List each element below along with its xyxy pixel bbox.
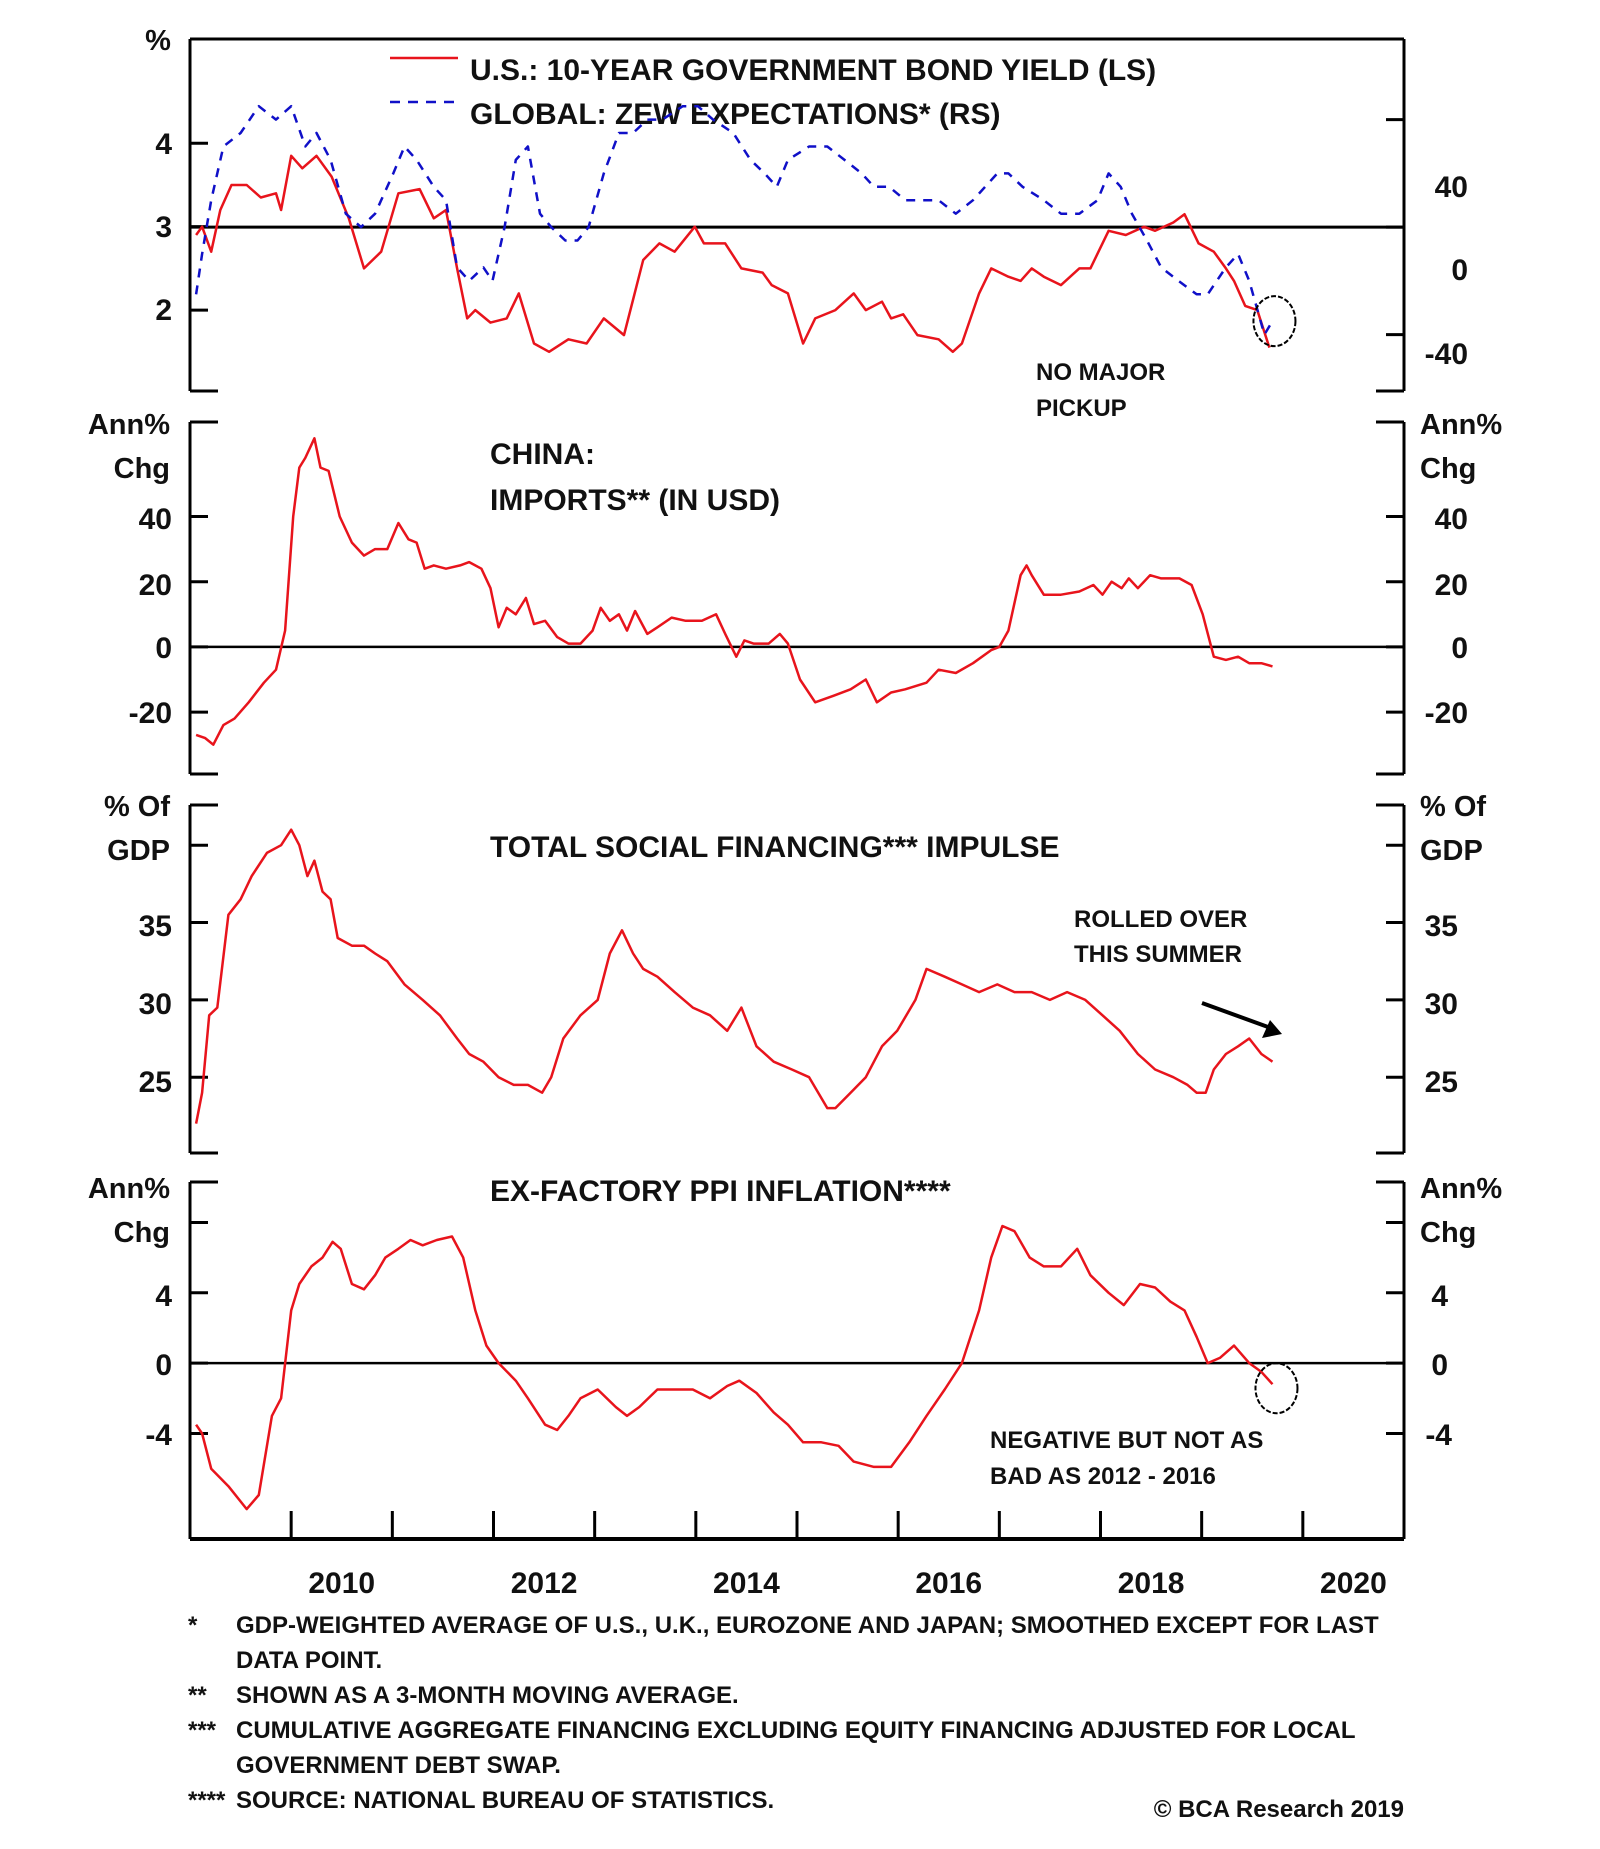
series-line-ppi-inflation bbox=[195, 1224, 1274, 1511]
copyright-credit: © BCA Research 2019 bbox=[1153, 1796, 1404, 1823]
footnote: *** CUMULATIVE AGGREGATE FINANCING EXCLUD… bbox=[188, 1713, 1428, 1783]
p3-annotation: ROLLED OVER bbox=[1074, 906, 1247, 933]
x-tick-label: 2012 bbox=[511, 1567, 578, 1600]
p1-right-tick-label: 40 bbox=[1435, 171, 1468, 204]
footnote-mark: * bbox=[188, 1612, 198, 1639]
p2-right-unit: Ann% bbox=[1420, 409, 1502, 441]
p3-left-tick-label: 25 bbox=[139, 1066, 172, 1099]
x-tick-label: 2018 bbox=[1118, 1567, 1185, 1600]
p4-left-tick-label: 0 bbox=[155, 1349, 172, 1382]
p4-right-tick-label: -4 bbox=[1425, 1419, 1452, 1452]
x-tick-label: 2016 bbox=[915, 1567, 982, 1600]
p4-title: EX-FACTORY PPI INFLATION**** bbox=[490, 1175, 951, 1208]
p3-right-tick-label: 30 bbox=[1425, 988, 1458, 1021]
p1-left-tick-label: 4 bbox=[155, 128, 172, 161]
p3-right-tick-label: 25 bbox=[1425, 1066, 1458, 1099]
p3-right-tick-label: 35 bbox=[1425, 910, 1458, 943]
footnote-text: GDP-WEIGHTED AVERAGE OF U.S., U.K., EURO… bbox=[236, 1612, 1379, 1674]
p2-left-tick-label: 0 bbox=[155, 632, 172, 665]
footnote-mark: *** bbox=[188, 1717, 217, 1744]
p2-left-unit: Chg bbox=[114, 453, 170, 485]
p4-right-unit: Ann% bbox=[1420, 1173, 1502, 1205]
p2-left-tick-label: 40 bbox=[139, 503, 172, 536]
footnote: * GDP-WEIGHTED AVERAGE OF U.S., U.K., EUR… bbox=[188, 1608, 1428, 1678]
legend-label-us-yield: U.S.: 10-YEAR GOVERNMENT BOND YIELD (LS) bbox=[470, 54, 1156, 87]
footnote-text: SOURCE: NATIONAL BUREAU OF STATISTICS. bbox=[236, 1787, 775, 1814]
footnote-mark: ** bbox=[188, 1682, 207, 1709]
p3-left-unit: GDP bbox=[107, 835, 170, 867]
p2-title: CHINA: bbox=[490, 438, 595, 471]
panel-tsf-impulse: % Of GDP % Of GDP TOTAL SOCIAL FINANCING… bbox=[104, 791, 1486, 1099]
p2-right-tick-label: 40 bbox=[1435, 503, 1468, 536]
series-line-china-imports bbox=[195, 437, 1273, 746]
p2-right-tick-label: 20 bbox=[1435, 569, 1468, 602]
footnote-text: CUMULATIVE AGGREGATE FINANCING EXCLUDING… bbox=[236, 1717, 1356, 1779]
series-line-us-yield-zew bbox=[195, 154, 1271, 354]
p4-right-unit: Chg bbox=[1420, 1217, 1476, 1249]
footnotes: * GDP-WEIGHTED AVERAGE OF U.S., U.K., EUR… bbox=[188, 1608, 1428, 1818]
p1-right-tick-label: 0 bbox=[1451, 254, 1468, 287]
panel-china-imports: Ann% Chg Ann% Chg CHINA: IMPORTS** (IN U… bbox=[88, 409, 1503, 730]
p4-annotation: BAD AS 2012 - 2016 bbox=[990, 1463, 1216, 1490]
p2-right-tick-label: -20 bbox=[1425, 697, 1468, 730]
p3-right-unit: % Of bbox=[1420, 791, 1486, 823]
x-axis: 2010 2012 2014 2016 2018 2020 bbox=[190, 1511, 1404, 1600]
p2-left-unit: Ann% bbox=[88, 409, 170, 441]
footnote: ** SHOWN AS A 3-MONTH MOVING AVERAGE. bbox=[188, 1678, 1428, 1713]
p2-right-tick-label: 0 bbox=[1451, 632, 1468, 665]
p4-right-tick-label: 4 bbox=[1431, 1280, 1448, 1313]
p3-left-tick-label: 30 bbox=[139, 988, 172, 1021]
series-line-zew bbox=[194, 104, 1274, 336]
p2-left-tick-label: 20 bbox=[139, 569, 172, 602]
p2-title: IMPORTS** (IN USD) bbox=[490, 484, 780, 517]
legend-label-zew: GLOBAL: ZEW EXPECTATIONS* (RS) bbox=[470, 98, 1001, 131]
p4-left-unit: Ann% bbox=[88, 1173, 170, 1205]
p1-left-tick-label: 2 bbox=[155, 294, 172, 327]
p3-title: TOTAL SOCIAL FINANCING*** IMPULSE bbox=[490, 831, 1060, 864]
series-line-tsf-impulse bbox=[194, 828, 1274, 1124]
p2-left-tick-label: -20 bbox=[129, 697, 172, 730]
p1-annotation: NO MAJOR bbox=[1036, 359, 1165, 386]
x-tick-label: 2014 bbox=[713, 1567, 780, 1600]
chart: % 4 3 2 40 0 -40 U.S.: 10-YEAR GOVERNMEN… bbox=[88, 25, 1503, 1600]
p1-right-tick-label: -40 bbox=[1425, 338, 1468, 371]
x-tick-label: 2010 bbox=[308, 1567, 375, 1600]
p1-left-tick-label: 3 bbox=[155, 211, 172, 244]
p3-annotation: THIS SUMMER bbox=[1074, 941, 1242, 968]
p4-right-tick-label: 0 bbox=[1431, 1349, 1448, 1382]
p3-right-unit: GDP bbox=[1420, 835, 1483, 867]
footnote: **** SOURCE: NATIONAL BUREAU OF STATISTIC… bbox=[188, 1783, 1428, 1818]
p1-annotation: PICKUP bbox=[1036, 395, 1127, 422]
p3-left-unit: % Of bbox=[104, 791, 170, 823]
p4-annotation: NEGATIVE BUT NOT AS bbox=[990, 1427, 1263, 1454]
series-layer bbox=[188, 37, 1406, 1539]
p1-unit-label: % bbox=[145, 25, 171, 57]
p4-left-unit: Chg bbox=[114, 1217, 170, 1249]
p3-left-tick-label: 35 bbox=[139, 910, 172, 943]
x-tick-label: 2020 bbox=[1320, 1567, 1387, 1600]
p1-frame bbox=[188, 37, 1406, 391]
panel-us-yield-zew: % 4 3 2 40 0 -40 U.S.: 10-YEAR GOVERNMEN… bbox=[145, 25, 1468, 422]
footnote-mark: **** bbox=[188, 1787, 226, 1814]
p2-right-unit: Chg bbox=[1420, 453, 1476, 485]
footnote-text: SHOWN AS A 3-MONTH MOVING AVERAGE. bbox=[236, 1682, 739, 1709]
p4-left-tick-label: 4 bbox=[155, 1280, 172, 1313]
panel-ppi-inflation: Ann% Chg Ann% Chg EX-FACTORY PPI INFLATI… bbox=[88, 1173, 1503, 1490]
arrow-icon bbox=[1201, 1001, 1282, 1038]
highlight-circle bbox=[1254, 1362, 1299, 1415]
p4-left-tick-label: -4 bbox=[145, 1419, 172, 1452]
highlight-circle bbox=[1252, 295, 1297, 348]
